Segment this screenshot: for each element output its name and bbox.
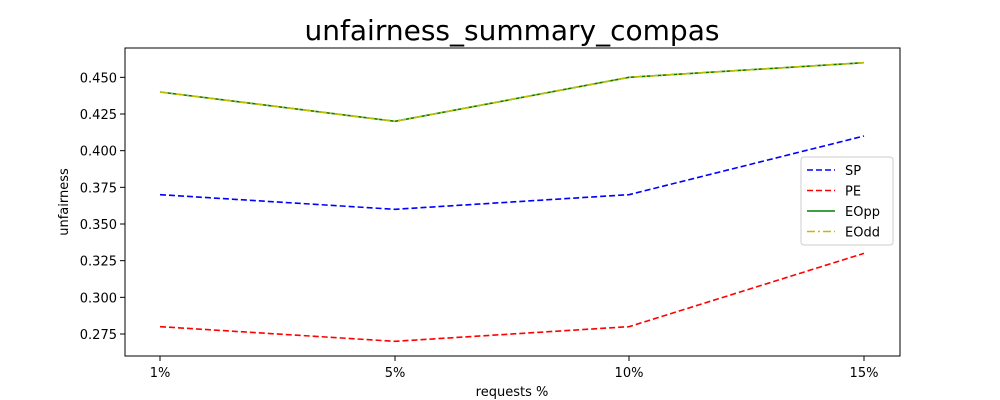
legend-label: EOpp [845,205,880,220]
x-tick-label: 5% [385,366,406,381]
plot-area [124,47,901,357]
legend: SP PE EOpp EOdd [800,156,894,246]
y-tick-label: 0.325 [80,255,117,270]
series-lines [159,61,865,343]
x-axis-label: requests % [476,385,549,400]
y-axis-label: unfairness [57,168,72,236]
y-tick-label: 0.300 [80,291,117,306]
series-line-eodd [159,61,865,123]
y-tick-label: 0.450 [80,71,117,86]
y-tick-label: 0.350 [80,218,117,233]
x-tick-label: 15% [850,366,879,381]
legend-label: EOdd [845,226,880,241]
series-line-pe [159,252,865,343]
legend-label: SP [845,164,861,179]
series-line-eopp [159,61,865,123]
y-tick-label: 0.425 [80,108,117,123]
legend-box [800,156,894,246]
chart-title: unfairness_summary_compas [305,14,720,47]
y-tick-label: 0.275 [80,328,117,343]
y-axis: 0.275 0.300 0.325 0.350 0.375 0.400 0.425 0.450 [80,71,125,343]
legend-label: PE [845,185,861,200]
x-axis: 1% 5% 10% 15% [150,356,879,381]
series-line-sp [159,135,865,211]
y-tick-label: 0.400 [80,145,117,160]
x-tick-label: 1% [150,366,171,381]
x-tick-label: 10% [615,366,644,381]
y-tick-label: 0.375 [80,181,117,196]
